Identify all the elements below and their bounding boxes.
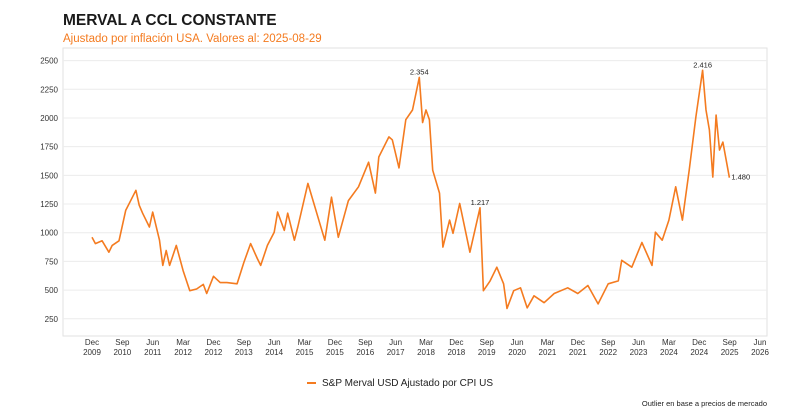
x-tick-label: 2011 xyxy=(144,348,162,357)
y-tick-label: 2500 xyxy=(40,57,58,66)
x-tick-label: Sep xyxy=(480,338,495,347)
x-tick-label: 2015 xyxy=(326,348,344,357)
x-tick-label: 2012 xyxy=(174,348,192,357)
x-tick-label: Mar xyxy=(541,338,555,347)
x-tick-label: 2024 xyxy=(660,348,678,357)
x-tick-label: Dec xyxy=(571,338,585,347)
plot-area xyxy=(62,47,768,337)
x-tick-label: Sep xyxy=(358,338,373,347)
x-tick-label: 2026 xyxy=(751,348,769,357)
x-tick-label: Dec xyxy=(206,338,220,347)
x-tick-label: 2016 xyxy=(356,348,374,357)
y-tick-label: 1750 xyxy=(40,143,58,152)
x-tick-label: 2022 xyxy=(599,348,617,357)
x-tick-label: Sep xyxy=(601,338,616,347)
y-tick-label: 750 xyxy=(45,257,59,266)
chart-subtitle: Ajustado por inflación USA. Valores al: … xyxy=(63,33,322,45)
x-tick-label: 2025 xyxy=(721,348,739,357)
y-tick-label: 500 xyxy=(45,286,59,295)
x-tick-label: 2015 xyxy=(296,348,314,357)
footnote: Outlier en base a precios de mercado xyxy=(641,399,767,408)
x-tick-label: Jun xyxy=(754,338,767,347)
x-tick-label: 2021 xyxy=(539,348,557,357)
x-tick-label: 2010 xyxy=(113,348,131,357)
y-tick-label: 1250 xyxy=(40,200,58,209)
y-tick-label: 1500 xyxy=(40,171,58,180)
x-tick-label: Jun xyxy=(389,338,402,347)
x-tick-label: 2014 xyxy=(265,348,283,357)
x-tick-label: Jun xyxy=(632,338,645,347)
y-tick-label: 2000 xyxy=(40,114,58,123)
x-tick-label: Dec xyxy=(449,338,463,347)
x-tick-label: Mar xyxy=(662,338,676,347)
x-tick-label: 2021 xyxy=(569,348,587,357)
x-tick-label: 2023 xyxy=(630,348,648,357)
x-tick-label: Jun xyxy=(268,338,281,347)
legend-swatch xyxy=(307,382,316,385)
chart-title: MERVAL A CCL CONSTANTE xyxy=(63,12,277,29)
x-tick-label: 2018 xyxy=(447,348,465,357)
x-tick-label: Sep xyxy=(237,338,252,347)
x-tick-label: Dec xyxy=(692,338,706,347)
data-label: 2.416 xyxy=(693,60,712,69)
series-line xyxy=(91,69,731,310)
x-tick-label: 2012 xyxy=(205,348,223,357)
x-tick-label: Sep xyxy=(115,338,130,347)
x-tick-label: 2009 xyxy=(83,348,101,357)
legend-label: S&P Merval USD Ajustado por CPI US xyxy=(322,378,493,389)
x-tick-label: Dec xyxy=(85,338,99,347)
x-tick-label: Jun xyxy=(511,338,524,347)
y-tick-label: 250 xyxy=(45,315,59,324)
x-tick-label: 2024 xyxy=(690,348,708,357)
x-tick-label: Mar xyxy=(298,338,312,347)
x-tick-label: Dec xyxy=(328,338,342,347)
x-tick-label: 2020 xyxy=(508,348,526,357)
y-tick-label: 2250 xyxy=(40,85,58,94)
x-tick-label: Mar xyxy=(176,338,190,347)
data-label: 1.217 xyxy=(471,198,490,207)
x-tick-label: Sep xyxy=(723,338,738,347)
x-tick-label: 2013 xyxy=(235,348,253,357)
x-tick-label: 2017 xyxy=(387,348,405,357)
x-tick-label: Mar xyxy=(419,338,433,347)
x-tick-label: 2018 xyxy=(417,348,435,357)
x-tick-label: 2019 xyxy=(478,348,496,357)
data-label: 2.354 xyxy=(410,67,429,76)
legend[interactable]: S&P Merval USD Ajustado por CPI US xyxy=(0,378,800,389)
data-label: 1.480 xyxy=(731,173,750,182)
y-tick-label: 1000 xyxy=(40,229,58,238)
x-tick-label: Jun xyxy=(146,338,159,347)
